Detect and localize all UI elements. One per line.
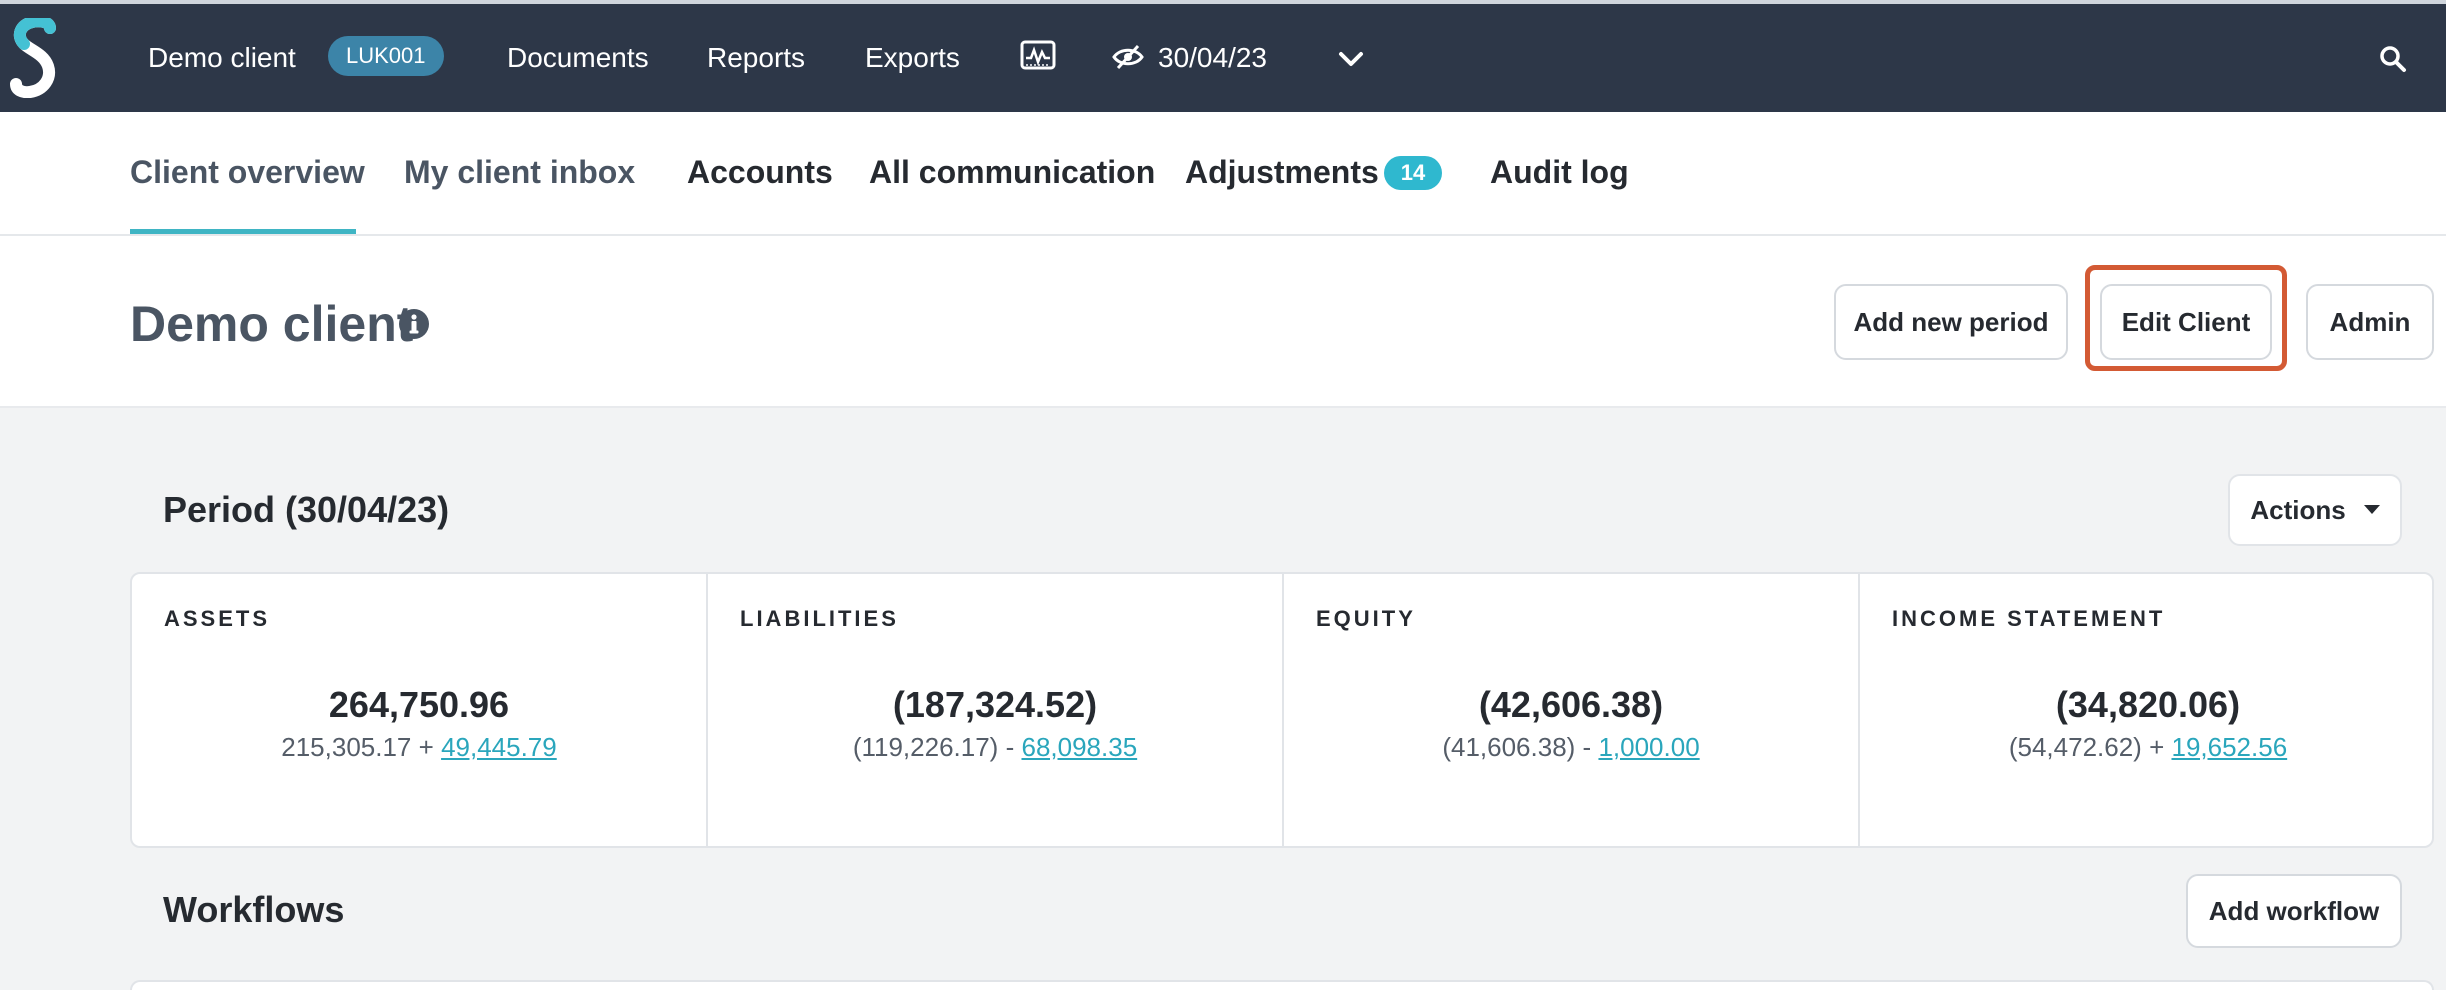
card-delta-link[interactable]: 68,098.35 — [1021, 732, 1138, 762]
search-icon[interactable] — [2378, 44, 2408, 74]
tab-my-client-inbox[interactable]: My client inbox — [404, 154, 636, 190]
card-total: (42,606.38) — [1478, 684, 1664, 725]
card-breakdown: (54,472.62) + 19,652.56 — [1860, 732, 2436, 763]
card-operator: - — [1005, 732, 1015, 762]
info-icon[interactable] — [398, 308, 430, 340]
nav-documents[interactable]: Documents — [507, 42, 649, 73]
period-title: Period (30/04/23) — [163, 489, 450, 530]
adjustments-count-badge: 14 — [1384, 156, 1442, 190]
tab-audit-log[interactable]: Audit log — [1490, 154, 1629, 190]
card-label: LIABILITIES — [740, 606, 899, 631]
liabilities-card: LIABILITIES (187,324.52) (119,226.17) - … — [708, 574, 1284, 846]
client-tab-bar: Client overview My client inbox Accounts… — [0, 112, 2446, 236]
edit-client-button[interactable]: Edit Client — [2100, 284, 2272, 360]
actions-dropdown-button[interactable]: Actions — [2228, 474, 2402, 546]
client-name-link[interactable]: Demo client — [148, 42, 296, 73]
card-breakdown: (41,606.38) - 1,000.00 — [1284, 732, 1858, 763]
assets-card: ASSETS 264,750.96 215,305.17 + 49,445.79 — [132, 574, 708, 846]
card-breakdown: (119,226.17) - 68,098.35 — [708, 732, 1282, 763]
equity-card: EQUITY (42,606.38) (41,606.38) - 1,000.0… — [1284, 574, 1860, 846]
period-summary-cards: ASSETS 264,750.96 215,305.17 + 49,445.79… — [130, 572, 2434, 848]
card-total: (187,324.52) — [892, 684, 1098, 725]
card-label: INCOME STATEMENT — [1892, 606, 2166, 631]
nav-reports[interactable]: Reports — [707, 42, 806, 73]
active-tab-indicator — [130, 229, 356, 234]
workflows-title: Workflows — [163, 889, 345, 930]
edit-client-highlight — [2085, 265, 2287, 371]
actions-label: Actions — [2250, 495, 2346, 525]
card-label: EQUITY — [1316, 606, 1416, 631]
income-statement-card: INCOME STATEMENT (34,820.06) (54,472.62)… — [1860, 574, 2436, 846]
card-base-value: (41,606.38) — [1442, 732, 1576, 762]
chevron-down-icon[interactable] — [1338, 50, 1364, 68]
card-base-value: (119,226.17) — [852, 732, 999, 762]
add-workflow-button[interactable]: Add workflow — [2186, 874, 2402, 948]
app-logo-icon[interactable] — [10, 18, 60, 98]
card-operator: + — [418, 732, 434, 762]
card-total: (34,820.06) — [2055, 684, 2241, 725]
card-breakdown: 215,305.17 + 49,445.79 — [132, 732, 706, 763]
card-base-value: (54,472.62) — [2008, 732, 2142, 762]
card-base-value: 215,305.17 — [281, 732, 412, 762]
add-new-period-button[interactable]: Add new period — [1834, 284, 2068, 360]
caret-down-icon — [2363, 504, 2380, 514]
activity-monitor-icon[interactable] — [1020, 40, 1056, 72]
card-operator: - — [1582, 732, 1592, 762]
card-label: ASSETS — [164, 606, 271, 631]
admin-button[interactable]: Admin — [2306, 284, 2434, 360]
page-title: Demo client — [130, 296, 414, 352]
nav-exports[interactable]: Exports — [865, 42, 960, 73]
client-code-badge: LUK001 — [328, 36, 444, 76]
top-navigation-bar: Demo client LUK001 Documents Reports Exp… — [0, 0, 2446, 112]
card-delta-link[interactable]: 49,445.79 — [441, 732, 557, 762]
tab-adjustments[interactable]: Adjustments — [1185, 154, 1379, 190]
period-date-selector[interactable]: 30/04/23 — [1158, 42, 1267, 73]
tab-accounts[interactable]: Accounts — [687, 154, 833, 190]
tab-all-communication[interactable]: All communication — [869, 154, 1156, 190]
tab-client-overview[interactable]: Client overview — [130, 154, 365, 190]
card-operator: + — [2149, 732, 2165, 762]
workflows-panel — [130, 980, 2434, 990]
card-delta-link[interactable]: 19,652.56 — [2171, 732, 2288, 762]
card-total: 264,750.96 — [328, 684, 510, 725]
eye-slash-icon[interactable] — [1112, 44, 1144, 70]
client-header: Demo client Add new period Edit Client A… — [0, 236, 2446, 408]
card-delta-link[interactable]: 1,000.00 — [1598, 732, 1700, 762]
